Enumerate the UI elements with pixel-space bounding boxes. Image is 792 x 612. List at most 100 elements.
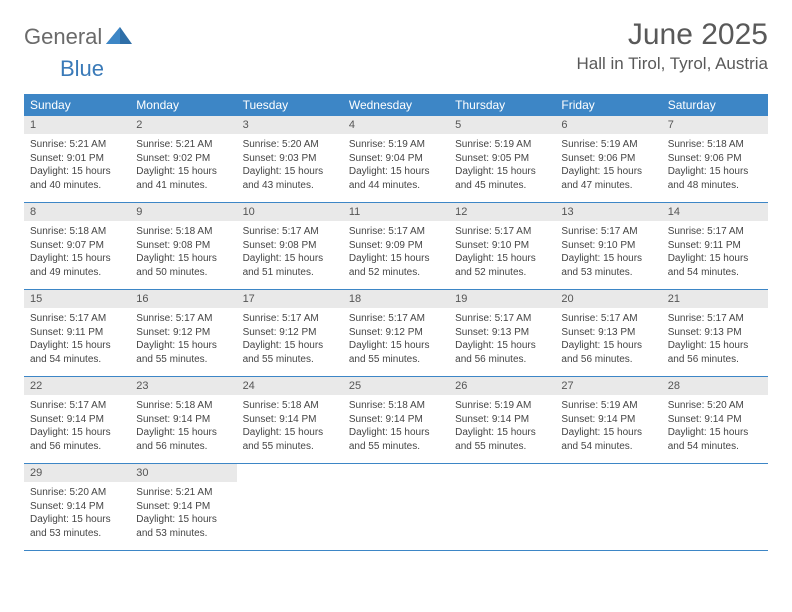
calendar-day: 26Sunrise: 5:19 AMSunset: 9:14 PMDayligh… (449, 377, 555, 463)
calendar-day: 28Sunrise: 5:20 AMSunset: 9:14 PMDayligh… (662, 377, 768, 463)
day-number: 8 (24, 203, 130, 221)
day-details: Sunrise: 5:19 AMSunset: 9:06 PMDaylight:… (555, 134, 661, 198)
day-details: Sunrise: 5:17 AMSunset: 9:14 PMDaylight:… (24, 395, 130, 459)
calendar-day: 10Sunrise: 5:17 AMSunset: 9:08 PMDayligh… (237, 203, 343, 289)
calendar-day: 3Sunrise: 5:20 AMSunset: 9:03 PMDaylight… (237, 116, 343, 202)
day-number: 17 (237, 290, 343, 308)
weekday-header: Saturday (662, 94, 768, 116)
day-details: Sunrise: 5:19 AMSunset: 9:14 PMDaylight:… (449, 395, 555, 459)
day-details: Sunrise: 5:17 AMSunset: 9:11 PMDaylight:… (662, 221, 768, 285)
weekday-header: Thursday (449, 94, 555, 116)
calendar-day: 7Sunrise: 5:18 AMSunset: 9:06 PMDaylight… (662, 116, 768, 202)
weekday-header: Friday (555, 94, 661, 116)
calendar-day: 30Sunrise: 5:21 AMSunset: 9:14 PMDayligh… (130, 464, 236, 550)
calendar-body: 1Sunrise: 5:21 AMSunset: 9:01 PMDaylight… (24, 116, 768, 551)
calendar-week: 8Sunrise: 5:18 AMSunset: 9:07 PMDaylight… (24, 203, 768, 290)
logo-text-general: General (24, 24, 102, 50)
empty-day (343, 464, 449, 550)
day-details: Sunrise: 5:18 AMSunset: 9:06 PMDaylight:… (662, 134, 768, 198)
empty-day (555, 464, 661, 550)
day-number: 9 (130, 203, 236, 221)
empty-day (237, 464, 343, 550)
day-number: 21 (662, 290, 768, 308)
day-details: Sunrise: 5:20 AMSunset: 9:03 PMDaylight:… (237, 134, 343, 198)
day-number: 1 (24, 116, 130, 134)
day-details: Sunrise: 5:17 AMSunset: 9:09 PMDaylight:… (343, 221, 449, 285)
day-number: 19 (449, 290, 555, 308)
day-number: 12 (449, 203, 555, 221)
calendar-week: 29Sunrise: 5:20 AMSunset: 9:14 PMDayligh… (24, 464, 768, 551)
day-details: Sunrise: 5:18 AMSunset: 9:07 PMDaylight:… (24, 221, 130, 285)
empty-day (449, 464, 555, 550)
day-number: 22 (24, 377, 130, 395)
weekday-header-row: Sunday Monday Tuesday Wednesday Thursday… (24, 94, 768, 116)
day-number: 13 (555, 203, 661, 221)
calendar-day: 14Sunrise: 5:17 AMSunset: 9:11 PMDayligh… (662, 203, 768, 289)
day-details: Sunrise: 5:17 AMSunset: 9:12 PMDaylight:… (130, 308, 236, 372)
calendar-day: 15Sunrise: 5:17 AMSunset: 9:11 PMDayligh… (24, 290, 130, 376)
day-details: Sunrise: 5:17 AMSunset: 9:13 PMDaylight:… (449, 308, 555, 372)
day-number: 24 (237, 377, 343, 395)
day-details: Sunrise: 5:17 AMSunset: 9:11 PMDaylight:… (24, 308, 130, 372)
calendar-day: 2Sunrise: 5:21 AMSunset: 9:02 PMDaylight… (130, 116, 236, 202)
calendar-day: 16Sunrise: 5:17 AMSunset: 9:12 PMDayligh… (130, 290, 236, 376)
calendar-day: 20Sunrise: 5:17 AMSunset: 9:13 PMDayligh… (555, 290, 661, 376)
day-number: 20 (555, 290, 661, 308)
calendar-day: 6Sunrise: 5:19 AMSunset: 9:06 PMDaylight… (555, 116, 661, 202)
day-details: Sunrise: 5:20 AMSunset: 9:14 PMDaylight:… (662, 395, 768, 459)
calendar-day: 9Sunrise: 5:18 AMSunset: 9:08 PMDaylight… (130, 203, 236, 289)
day-number: 14 (662, 203, 768, 221)
logo: General (24, 24, 134, 50)
day-details: Sunrise: 5:18 AMSunset: 9:14 PMDaylight:… (343, 395, 449, 459)
day-details: Sunrise: 5:17 AMSunset: 9:13 PMDaylight:… (662, 308, 768, 372)
day-number: 26 (449, 377, 555, 395)
day-details: Sunrise: 5:17 AMSunset: 9:08 PMDaylight:… (237, 221, 343, 285)
calendar-day: 8Sunrise: 5:18 AMSunset: 9:07 PMDaylight… (24, 203, 130, 289)
day-details: Sunrise: 5:20 AMSunset: 9:14 PMDaylight:… (24, 482, 130, 546)
day-details: Sunrise: 5:19 AMSunset: 9:04 PMDaylight:… (343, 134, 449, 198)
day-number: 25 (343, 377, 449, 395)
calendar-week: 22Sunrise: 5:17 AMSunset: 9:14 PMDayligh… (24, 377, 768, 464)
month-title: June 2025 (577, 18, 768, 52)
calendar-day: 25Sunrise: 5:18 AMSunset: 9:14 PMDayligh… (343, 377, 449, 463)
day-details: Sunrise: 5:18 AMSunset: 9:14 PMDaylight:… (237, 395, 343, 459)
day-number: 6 (555, 116, 661, 134)
day-number: 30 (130, 464, 236, 482)
day-details: Sunrise: 5:18 AMSunset: 9:08 PMDaylight:… (130, 221, 236, 285)
calendar-week: 15Sunrise: 5:17 AMSunset: 9:11 PMDayligh… (24, 290, 768, 377)
calendar-day: 12Sunrise: 5:17 AMSunset: 9:10 PMDayligh… (449, 203, 555, 289)
empty-day (662, 464, 768, 550)
day-details: Sunrise: 5:17 AMSunset: 9:12 PMDaylight:… (237, 308, 343, 372)
day-details: Sunrise: 5:18 AMSunset: 9:14 PMDaylight:… (130, 395, 236, 459)
day-number: 16 (130, 290, 236, 308)
calendar-day: 4Sunrise: 5:19 AMSunset: 9:04 PMDaylight… (343, 116, 449, 202)
day-details: Sunrise: 5:17 AMSunset: 9:13 PMDaylight:… (555, 308, 661, 372)
calendar-day: 21Sunrise: 5:17 AMSunset: 9:13 PMDayligh… (662, 290, 768, 376)
calendar-day: 1Sunrise: 5:21 AMSunset: 9:01 PMDaylight… (24, 116, 130, 202)
day-number: 27 (555, 377, 661, 395)
day-number: 10 (237, 203, 343, 221)
logo-text-blue: Blue (60, 56, 104, 82)
calendar-day: 19Sunrise: 5:17 AMSunset: 9:13 PMDayligh… (449, 290, 555, 376)
title-block: June 2025 Hall in Tirol, Tyrol, Austria (577, 18, 768, 74)
day-details: Sunrise: 5:21 AMSunset: 9:14 PMDaylight:… (130, 482, 236, 546)
day-details: Sunrise: 5:17 AMSunset: 9:12 PMDaylight:… (343, 308, 449, 372)
calendar-day: 24Sunrise: 5:18 AMSunset: 9:14 PMDayligh… (237, 377, 343, 463)
day-details: Sunrise: 5:17 AMSunset: 9:10 PMDaylight:… (555, 221, 661, 285)
day-details: Sunrise: 5:21 AMSunset: 9:02 PMDaylight:… (130, 134, 236, 198)
calendar-day: 13Sunrise: 5:17 AMSunset: 9:10 PMDayligh… (555, 203, 661, 289)
day-number: 4 (343, 116, 449, 134)
weekday-header: Tuesday (237, 94, 343, 116)
day-number: 11 (343, 203, 449, 221)
day-details: Sunrise: 5:21 AMSunset: 9:01 PMDaylight:… (24, 134, 130, 198)
calendar-day: 17Sunrise: 5:17 AMSunset: 9:12 PMDayligh… (237, 290, 343, 376)
calendar-week: 1Sunrise: 5:21 AMSunset: 9:01 PMDaylight… (24, 116, 768, 203)
day-details: Sunrise: 5:17 AMSunset: 9:10 PMDaylight:… (449, 221, 555, 285)
day-number: 3 (237, 116, 343, 134)
day-number: 29 (24, 464, 130, 482)
calendar-day: 27Sunrise: 5:19 AMSunset: 9:14 PMDayligh… (555, 377, 661, 463)
calendar-day: 22Sunrise: 5:17 AMSunset: 9:14 PMDayligh… (24, 377, 130, 463)
calendar-day: 5Sunrise: 5:19 AMSunset: 9:05 PMDaylight… (449, 116, 555, 202)
calendar-day: 18Sunrise: 5:17 AMSunset: 9:12 PMDayligh… (343, 290, 449, 376)
day-number: 23 (130, 377, 236, 395)
